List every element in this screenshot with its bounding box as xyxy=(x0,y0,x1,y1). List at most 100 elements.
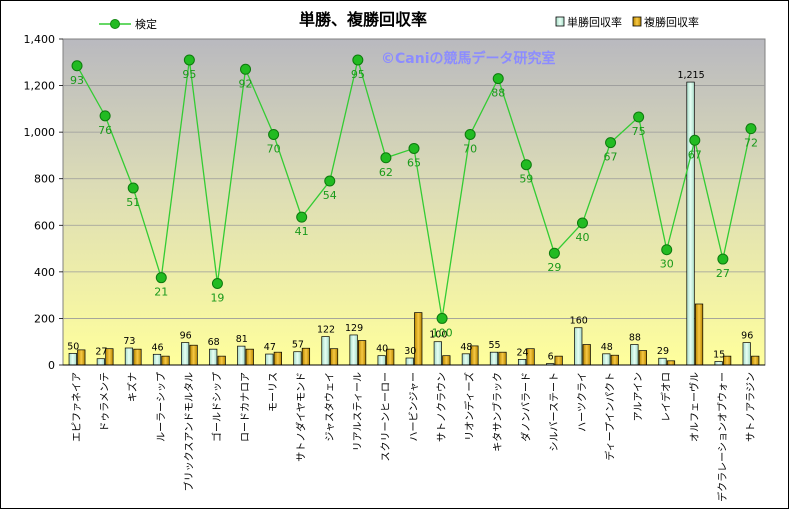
line-point-label: 95 xyxy=(351,68,365,81)
bar-place xyxy=(245,348,254,366)
line-point-label: 40 xyxy=(575,231,589,244)
bar-place xyxy=(751,355,760,366)
bar-value-label: 122 xyxy=(317,325,335,336)
line-point-label: 76 xyxy=(98,124,112,137)
bar-win xyxy=(742,342,751,366)
bar-win xyxy=(152,353,162,366)
bar-value-label: 68 xyxy=(208,337,220,348)
bar-win xyxy=(209,348,218,366)
line-point xyxy=(380,152,392,164)
category-label: キズナ xyxy=(126,372,139,402)
category-label: ジャスタウェイ xyxy=(324,372,336,442)
line-point-label: 59 xyxy=(519,173,533,186)
line-point-label: 75 xyxy=(632,125,646,138)
line-point-label: 62 xyxy=(379,166,393,179)
bar-win xyxy=(630,344,639,366)
bars xyxy=(68,81,760,366)
line-point-label: 41 xyxy=(295,225,309,238)
legend-swatch-place xyxy=(632,16,642,27)
category-label: シルバーステート xyxy=(548,372,560,452)
legend-label-place: 複勝回収率 xyxy=(644,15,699,29)
line-point xyxy=(71,60,83,72)
category-label: オルフェーヴル xyxy=(688,372,701,442)
bar-win xyxy=(461,353,471,366)
line-point xyxy=(661,244,673,256)
line-point-label: 70 xyxy=(267,142,281,155)
category-label: リアルスティール xyxy=(353,372,364,451)
category-label: ゴールドシップ xyxy=(210,372,223,442)
category-label: ブリックスアンドモルタル xyxy=(182,372,195,491)
bar-win xyxy=(321,336,330,366)
bar-value-label: 50 xyxy=(67,341,79,352)
bar-place xyxy=(357,340,367,366)
bar-value-label: 24 xyxy=(517,347,529,358)
bar-place xyxy=(638,350,647,366)
plot-area xyxy=(62,38,766,366)
bar-value-label: 30 xyxy=(404,346,416,357)
x-axis: エピファネイア ドゥラメンテ キズナ ルーラーシップ ブリックスアンドモルタル ゴールドシ… xyxy=(63,364,765,502)
bar-value-label: 40 xyxy=(376,344,388,355)
bar-win xyxy=(68,353,77,366)
line-point xyxy=(240,63,252,75)
watermark: ©Caniの競馬データ研究室 xyxy=(381,50,556,67)
line-point xyxy=(633,111,645,123)
line-point-label: 100 xyxy=(432,326,453,339)
y-tick-label: 1,200 xyxy=(24,80,56,93)
line-point xyxy=(127,182,139,194)
bar-win xyxy=(489,351,499,366)
bar-place xyxy=(694,303,704,366)
bar-labels: 50 27 73 46 96 68 81 47 57 122 129 40 30 100 48 55 24 6 16… xyxy=(67,70,753,363)
line-point xyxy=(689,134,701,146)
line-point xyxy=(324,175,336,187)
line-point xyxy=(520,159,532,171)
y-tick-label: 600 xyxy=(34,219,55,232)
bar-win xyxy=(96,358,105,366)
y-tick-label: 400 xyxy=(34,266,55,279)
y-tick-label: 1,400 xyxy=(24,33,56,46)
y-tick-label: 1,000 xyxy=(24,126,56,139)
bar-value-label: 100 xyxy=(429,330,447,341)
category-label: レイデオロ xyxy=(660,372,673,422)
bar-win xyxy=(686,81,695,366)
bar-value-label: 81 xyxy=(236,334,248,345)
category-label: ハーツクライ xyxy=(576,372,588,432)
bar-value-label: 129 xyxy=(345,323,363,334)
bar-value-label: 55 xyxy=(488,340,500,351)
y-tick-label: 800 xyxy=(34,173,55,186)
legend-label-win: 単勝回収率 xyxy=(567,15,622,29)
bar-value-label: 73 xyxy=(123,336,135,347)
category-label: キタサンブラック xyxy=(491,372,504,452)
bar-value-label: 29 xyxy=(657,346,669,357)
line-point-label: 21 xyxy=(154,286,168,299)
line-point xyxy=(548,247,560,259)
bar-place xyxy=(301,347,311,366)
line-point-label: 27 xyxy=(716,267,730,280)
y-tick-label: 200 xyxy=(34,312,55,325)
line-point xyxy=(352,54,364,66)
line-point xyxy=(99,110,111,122)
legend-label-line: 検定 xyxy=(135,17,157,31)
line-point xyxy=(464,128,476,140)
bar-place xyxy=(442,355,451,366)
line-point xyxy=(605,137,617,149)
bar-place xyxy=(133,348,142,366)
bar-win xyxy=(714,361,723,366)
bar-place xyxy=(273,351,282,366)
line-point xyxy=(183,54,195,66)
bar-win xyxy=(124,347,134,366)
y-axis: 0 200 400 600 800 1,000 1,200 1,400 xyxy=(24,33,63,372)
legend-swatch-win xyxy=(555,16,565,27)
category-label: アルアイン xyxy=(634,372,645,421)
line-point-label: 29 xyxy=(547,261,561,274)
line-point-label: 19 xyxy=(210,292,224,305)
line-point-label: 65 xyxy=(407,156,421,169)
category-label: ディープインパクト xyxy=(604,372,617,461)
line-point xyxy=(492,73,504,85)
bar-win xyxy=(237,345,246,366)
category-label: サトノアラジン xyxy=(745,372,757,442)
bar-value-label: 47 xyxy=(264,342,276,353)
bar-value-label: 48 xyxy=(460,342,472,353)
line-point xyxy=(576,217,588,229)
bar-win xyxy=(349,334,358,366)
